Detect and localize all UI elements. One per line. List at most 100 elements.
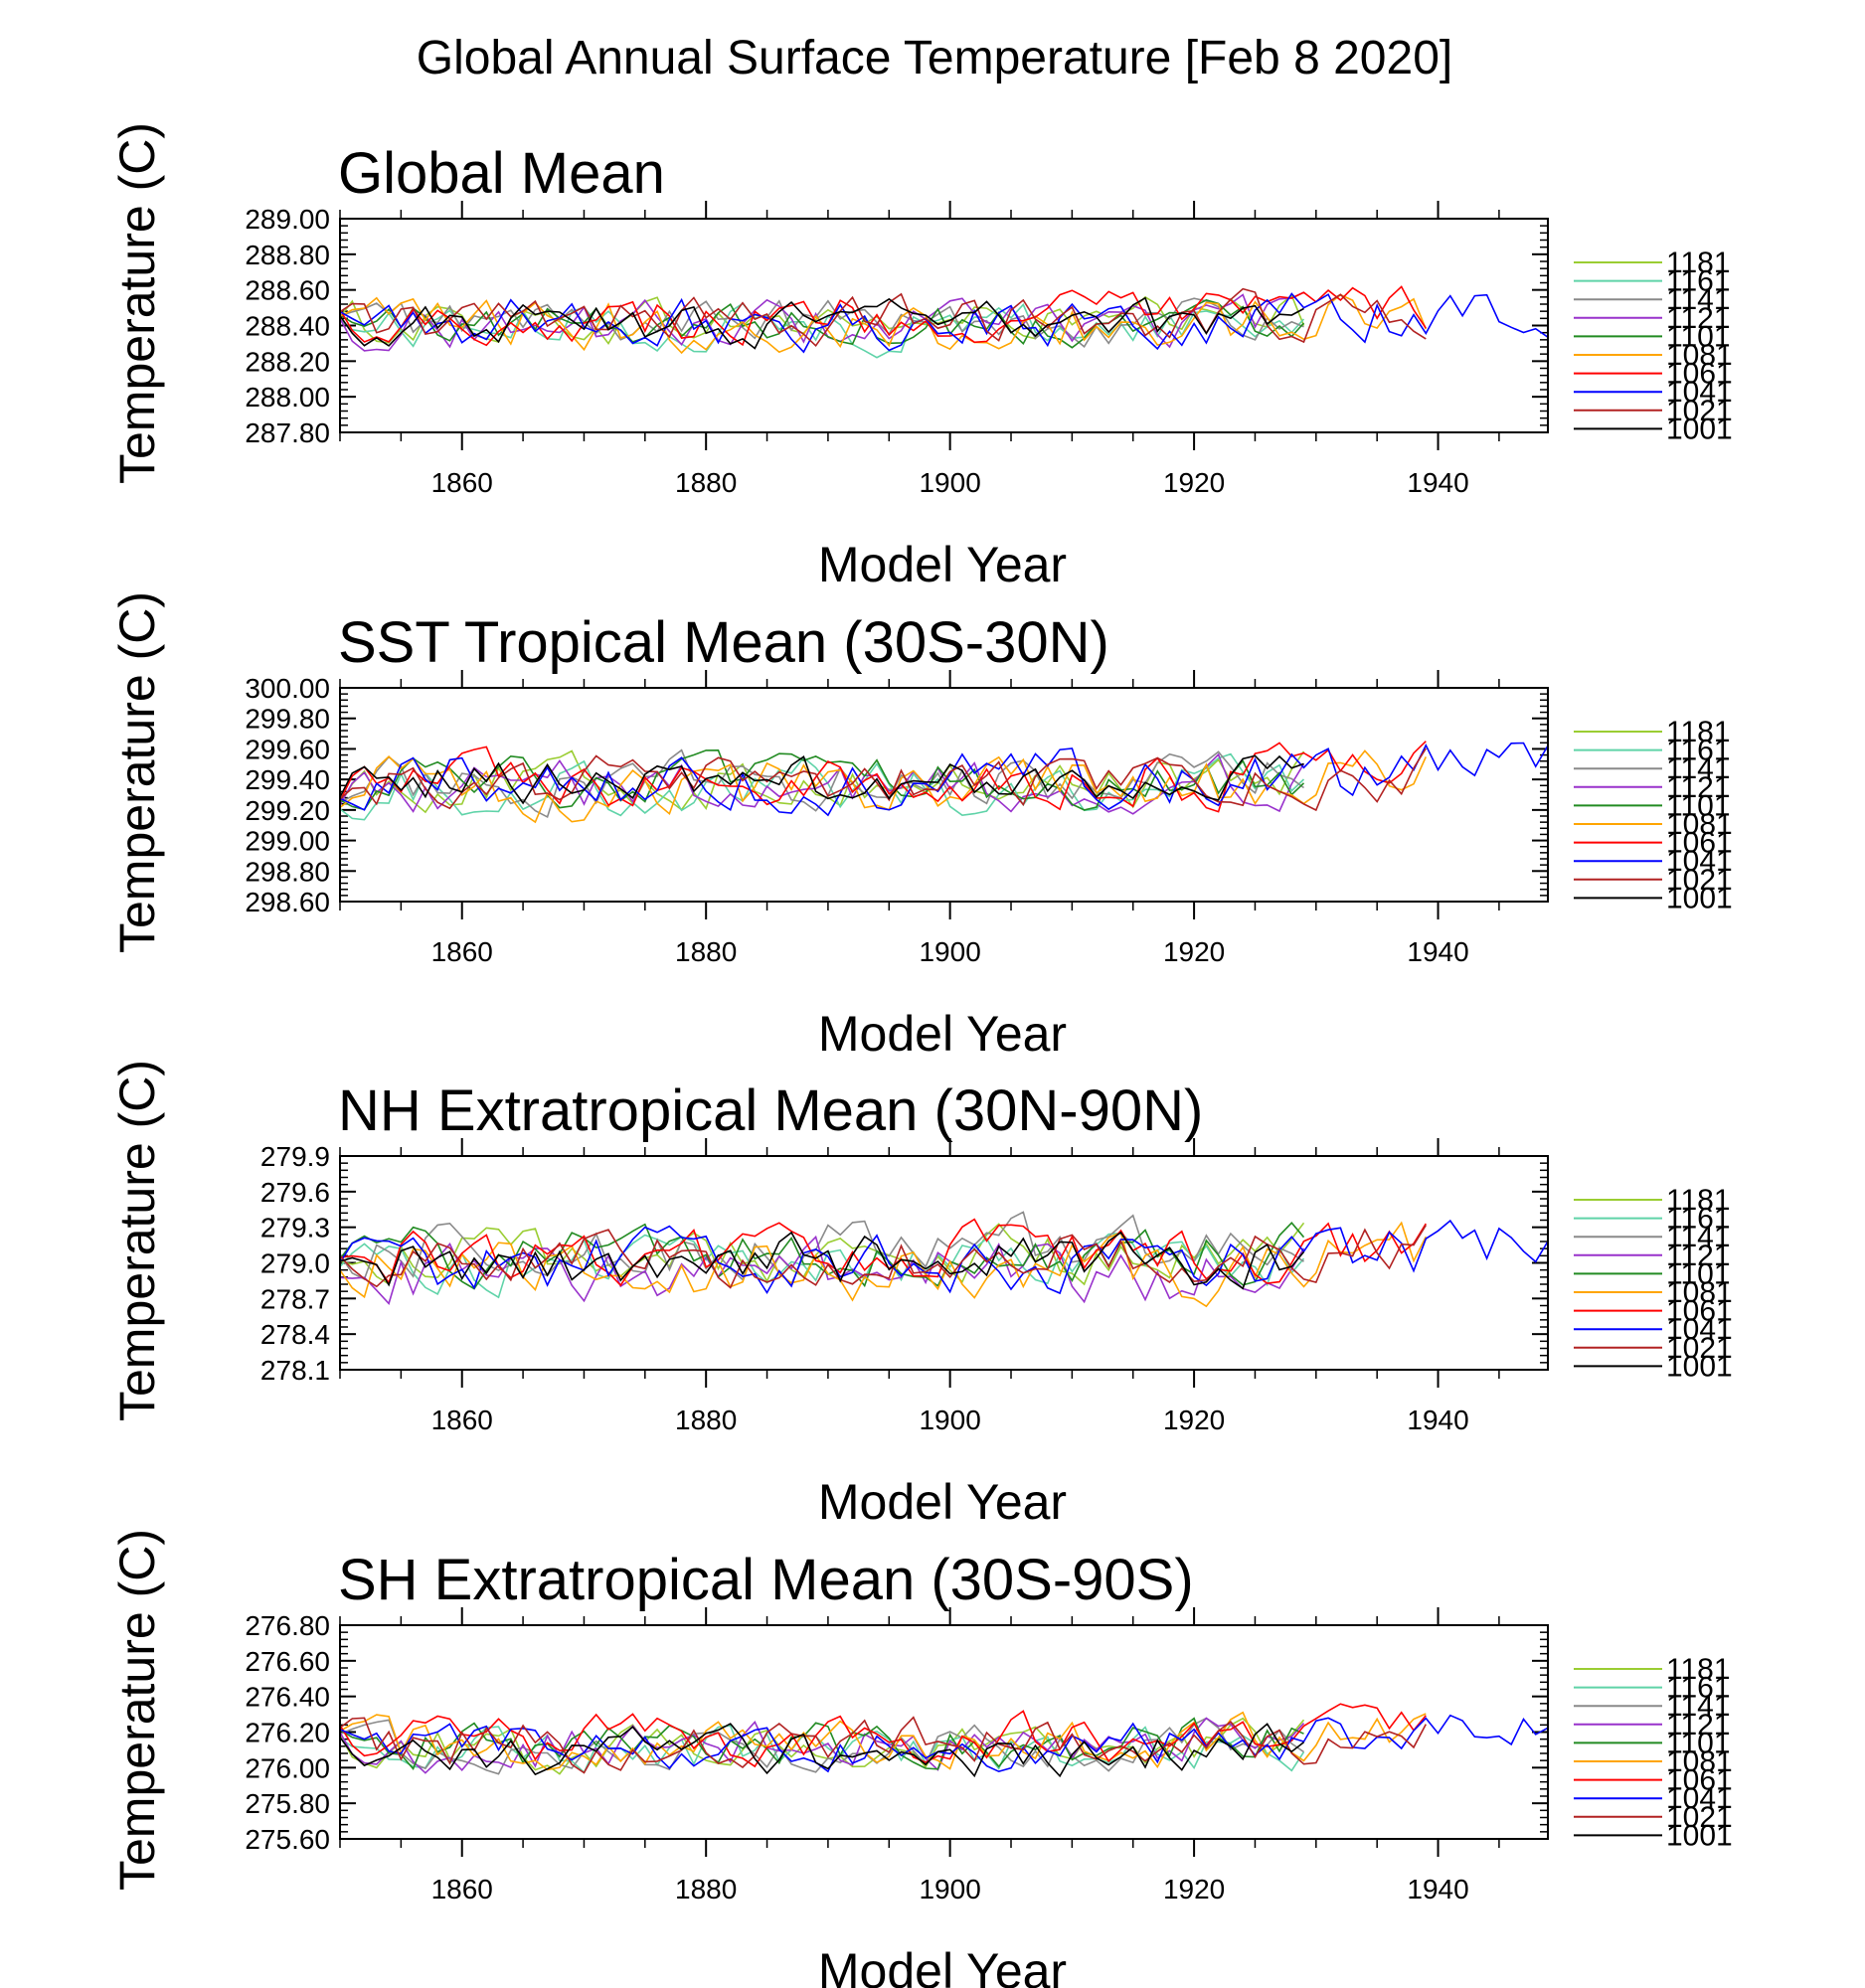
series-group xyxy=(340,741,1548,824)
x-tick-label: 1860 xyxy=(431,1874,493,1905)
x-tick-label: 1920 xyxy=(1163,1405,1225,1435)
series-line-1121 xyxy=(340,291,1304,352)
series-line-1061 xyxy=(340,1703,1427,1768)
legend-label: 1161 xyxy=(1666,1672,1731,1705)
series-line-1101 xyxy=(340,1222,1305,1290)
legend-label: 1121 xyxy=(1666,302,1731,335)
x-tick-label: 1900 xyxy=(919,936,980,967)
series-line-1061 xyxy=(340,285,1427,347)
y-tick-label: 279.0 xyxy=(260,1248,330,1279)
series-line-1121 xyxy=(340,1235,1305,1305)
x-tick-label: 1900 xyxy=(919,467,980,498)
y-axis-label: Temperature (C) xyxy=(109,591,165,953)
legend-label: 1081 xyxy=(1666,808,1733,841)
series-line-1061 xyxy=(340,741,1427,813)
legend-label: 1141 xyxy=(1666,283,1731,316)
y-tick-label: 279.6 xyxy=(260,1177,330,1208)
y-tick-label: 299.40 xyxy=(245,764,330,795)
legend-label: 1121 xyxy=(1666,771,1731,804)
y-tick-label: 299.80 xyxy=(245,704,330,735)
y-tick-label: 288.40 xyxy=(245,311,330,342)
series-line-1081 xyxy=(340,293,1428,355)
legend-label: 1141 xyxy=(1666,1690,1731,1723)
series-group xyxy=(340,1211,1548,1308)
x-tick-label: 1880 xyxy=(675,467,737,498)
legend-label: 1061 xyxy=(1666,1764,1733,1797)
series-line-1041 xyxy=(340,1714,1548,1773)
legend-label: 1001 xyxy=(1666,882,1733,914)
legend-label: 1061 xyxy=(1666,827,1733,860)
series-line-1021 xyxy=(340,1225,1427,1289)
legend-label: 1161 xyxy=(1666,1203,1731,1236)
legend-label: 1021 xyxy=(1666,395,1733,427)
legend-label: 1001 xyxy=(1666,413,1733,445)
series-line-1081 xyxy=(340,1711,1427,1771)
series-line-1041 xyxy=(340,292,1548,354)
series-group xyxy=(340,1703,1548,1778)
x-tick-label: 1940 xyxy=(1407,1405,1468,1435)
chart-panels: Global Mean Temperature (C) Model Year 1860… xyxy=(109,122,1733,1988)
y-tick-label: 275.80 xyxy=(245,1788,330,1819)
series-line-1041 xyxy=(340,742,1548,817)
y-tick-label: 288.20 xyxy=(245,346,330,377)
legend-label: 1121 xyxy=(1666,1240,1731,1272)
series-line-1041 xyxy=(340,1219,1548,1295)
y-axis-label: Temperature (C) xyxy=(109,122,165,484)
y-tick-label: 275.60 xyxy=(245,1824,330,1855)
legend-label: 1101 xyxy=(1666,320,1731,353)
legend-label: 1101 xyxy=(1666,789,1731,822)
x-tick-label: 1920 xyxy=(1163,1874,1225,1905)
legend-label: 1021 xyxy=(1666,864,1733,897)
legend-label: 1001 xyxy=(1666,1350,1733,1383)
legend-label: 1041 xyxy=(1666,376,1733,409)
legend-label: 1141 xyxy=(1666,1221,1731,1253)
x-tick-label: 1920 xyxy=(1163,936,1225,967)
y-tick-label: 276.40 xyxy=(245,1682,330,1713)
series-line-1021 xyxy=(340,1716,1428,1774)
x-axis-label: Model Year xyxy=(818,1006,1067,1062)
y-tick-label: 299.60 xyxy=(245,734,330,764)
x-axis-label: Model Year xyxy=(818,1474,1067,1530)
x-tick-label: 1860 xyxy=(431,936,493,967)
legend-label: 1081 xyxy=(1666,339,1733,372)
legend-label: 1181 xyxy=(1666,1653,1731,1686)
figure-title: Global Annual Surface Temperature [Feb 8… xyxy=(417,32,1452,84)
x-tick-label: 1940 xyxy=(1407,936,1468,967)
legend-label: 1001 xyxy=(1666,1819,1733,1852)
series-line-1061 xyxy=(340,1218,1427,1287)
series-line-1161 xyxy=(340,752,1305,821)
y-tick-label: 276.80 xyxy=(245,1610,330,1641)
y-tick-label: 279.9 xyxy=(260,1141,330,1172)
plot-frame xyxy=(339,1155,1549,1371)
chart-panel-4: SH Extratropical Mean (30S-90S) Temperatu… xyxy=(109,1529,1733,1988)
x-tick-label: 1860 xyxy=(431,1405,493,1435)
y-tick-label: 288.60 xyxy=(245,275,330,306)
y-tick-label: 298.60 xyxy=(245,887,330,917)
x-tick-label: 1880 xyxy=(675,1405,737,1435)
series-line-1001 xyxy=(340,1231,1305,1290)
y-axis-label: Temperature (C) xyxy=(109,1060,165,1421)
legend-label: 1041 xyxy=(1666,845,1733,878)
series-group xyxy=(340,285,1548,359)
x-tick-label: 1900 xyxy=(919,1874,980,1905)
plot-frame xyxy=(339,1624,1549,1840)
y-tick-label: 276.20 xyxy=(245,1718,330,1748)
series-line-1101 xyxy=(340,299,1305,349)
legend-label: 1081 xyxy=(1666,1276,1733,1309)
legend-label: 1161 xyxy=(1666,265,1731,298)
x-tick-label: 1940 xyxy=(1407,1874,1468,1905)
y-tick-label: 287.80 xyxy=(245,417,330,448)
x-axis-label: Model Year xyxy=(818,1943,1067,1988)
chart-panel-1: Global Mean Temperature (C) Model Year 1860… xyxy=(109,122,1733,592)
legend-label: 1181 xyxy=(1666,1184,1731,1217)
y-tick-label: 298.80 xyxy=(245,856,330,887)
panel-title: NH Extratropical Mean (30N-90N) xyxy=(338,1078,1203,1143)
x-tick-label: 1940 xyxy=(1407,467,1468,498)
y-tick-label: 300.00 xyxy=(245,673,330,704)
panel-title: Global Mean xyxy=(338,141,665,206)
y-tick-label: 288.00 xyxy=(245,382,330,413)
legend-label: 1181 xyxy=(1666,716,1731,748)
